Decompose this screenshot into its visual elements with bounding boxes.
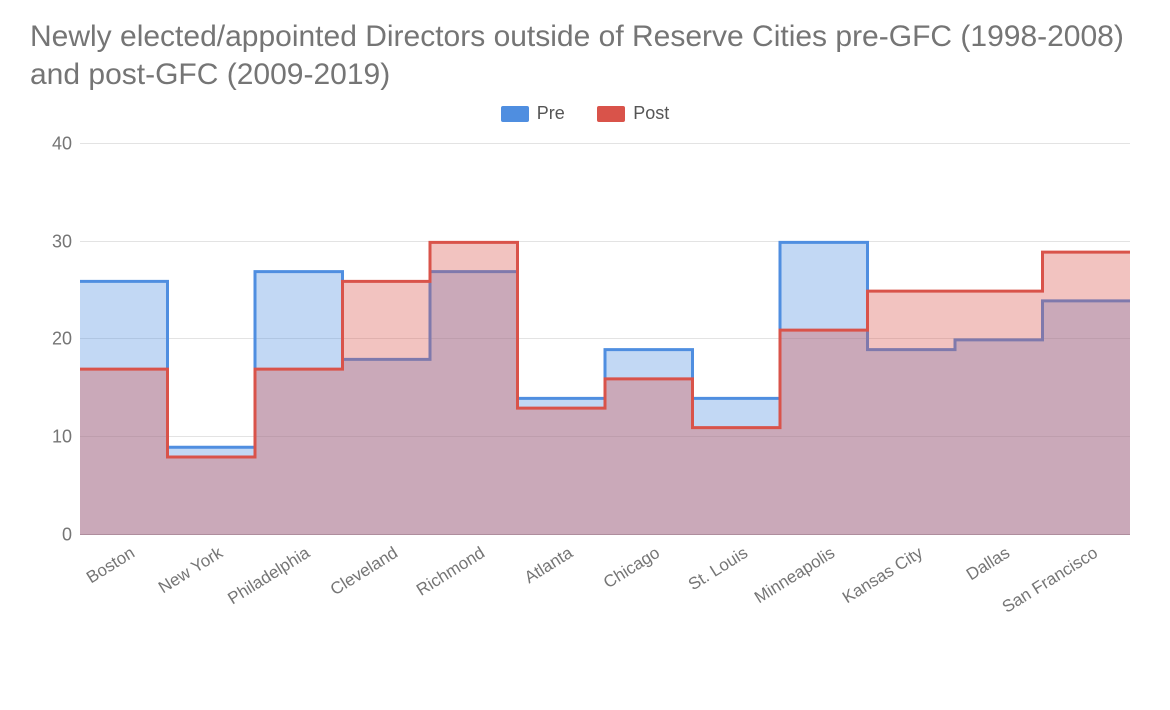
y-tick-label: 0 [62,524,72,545]
legend-item-post: Post [597,103,669,124]
x-tick-label: Richmond [413,543,489,601]
x-tick-label: Philadelphia [225,543,314,609]
y-tick-label: 10 [52,426,72,447]
y-tick-label: 20 [52,329,72,350]
x-axis: Boston New YorkPhiladelphiaClevelandRichm… [80,535,1130,615]
x-tick-label: Minneapolis [751,543,839,608]
legend-swatch-post [597,106,625,122]
x-tick-label: Atlanta [521,543,576,588]
x-tick-label: Boston [83,543,138,588]
legend-swatch-pre [501,106,529,122]
x-tick-label: New York [155,543,227,598]
x-tick-label: Dallas [963,543,1014,585]
x-tick-label: Cleveland [327,543,402,600]
chart-title: Newly elected/appointed Directors outsid… [30,18,1140,93]
y-tick-label: 30 [52,231,72,252]
y-tick-label: 40 [52,134,72,155]
chart-svg [80,135,1130,535]
x-tick-label: Kansas City [839,543,927,608]
chart-container: Newly elected/appointed Directors outsid… [0,0,1170,710]
x-tick-label: San Francisco [998,543,1101,618]
x-tick-label: Chicago [600,543,663,593]
x-tick-label: St. Louis [685,543,752,595]
legend-label-pre: Pre [537,103,565,124]
plot-wrap: 010203040 BostonNew YorkPhiladelphiaClev… [30,135,1140,615]
legend: Pre Post [30,103,1140,127]
legend-label-post: Post [633,103,669,124]
plot-area: 010203040 [80,135,1130,535]
legend-item-pre: Pre [501,103,565,124]
